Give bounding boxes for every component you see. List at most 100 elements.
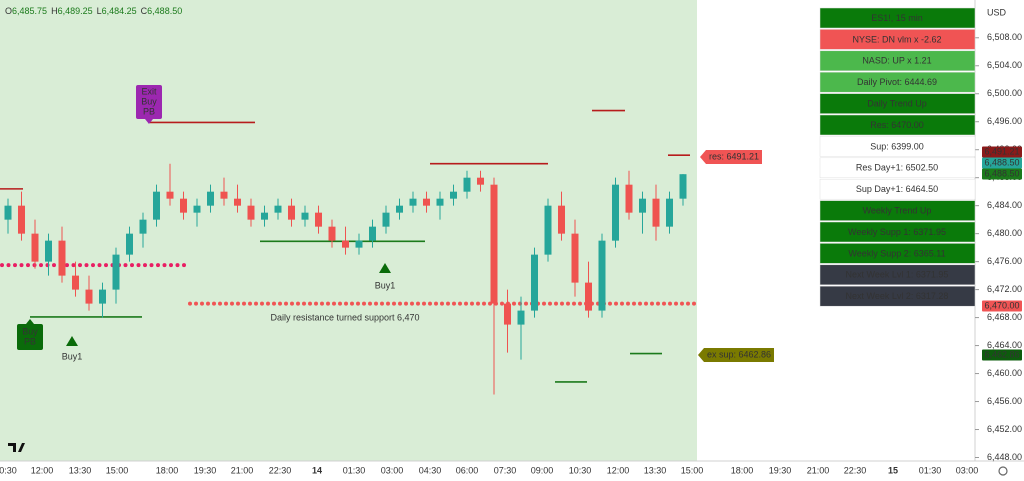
x-tick-label: 12:00 xyxy=(607,465,630,475)
candle-body xyxy=(207,191,214,206)
x-tick-label: 13:30 xyxy=(69,465,92,475)
x-tick-label: 01:30 xyxy=(919,465,942,475)
candle-body xyxy=(112,254,120,290)
y-tick-label: 6,456.00 xyxy=(987,396,1022,406)
y-tick-label: 6,476.00 xyxy=(987,256,1022,266)
x-tick-label: 03:00 xyxy=(956,465,979,475)
x-tick-label: 19:30 xyxy=(769,465,792,475)
candle-body xyxy=(436,198,444,206)
candle-body xyxy=(45,240,52,262)
y-tick-label: 6,464.00 xyxy=(987,340,1022,350)
candle-body xyxy=(679,174,687,199)
candle-body xyxy=(450,191,457,199)
table-cell xyxy=(819,7,976,29)
candle-body xyxy=(180,198,187,213)
candle-body xyxy=(274,205,282,213)
currency-label: USD xyxy=(987,7,1007,17)
price-label: 6,470.00 xyxy=(984,300,1019,310)
table-text: Daily Trend Up xyxy=(867,98,927,108)
candle-body xyxy=(625,184,633,213)
candle-body xyxy=(382,212,390,227)
tv-logo xyxy=(8,443,25,452)
x-tick-label: 21:00 xyxy=(807,465,830,475)
candle-body xyxy=(598,240,606,311)
x-tick-label: 07:30 xyxy=(494,465,517,475)
candle-body xyxy=(193,205,201,213)
buy1-label: Buy1 xyxy=(62,351,83,361)
table-cell xyxy=(819,178,976,200)
price-label: 6,462.86 xyxy=(984,349,1019,359)
table-text: Res Day+1: 6502.50 xyxy=(856,163,938,173)
table-text: Res: 6470.00 xyxy=(870,120,924,130)
table-text: Sup Day+1: 6464.50 xyxy=(856,184,938,194)
candle-body xyxy=(490,184,498,304)
x-tick-label: 21:00 xyxy=(231,465,254,475)
y-tick-label: 6,472.00 xyxy=(987,284,1022,294)
ohlc-header: O6,485.75 H6,489.25 L6,484.25 C6,488.50 xyxy=(5,6,182,16)
buy1-label: Buy1 xyxy=(375,280,396,290)
candle-body xyxy=(72,275,79,290)
candle-body xyxy=(261,212,268,220)
table-cell xyxy=(819,264,976,286)
candle-body xyxy=(423,198,430,206)
settings-icon[interactable] xyxy=(998,466,1008,476)
table-cell xyxy=(819,243,976,264)
ohlc-value: 6,484.25 xyxy=(102,6,137,16)
candle-body xyxy=(4,205,12,220)
y-tick-label: 6,460.00 xyxy=(987,368,1022,378)
x-tick-label: 0:30 xyxy=(0,465,17,475)
session-shade xyxy=(0,0,697,461)
candle-body xyxy=(288,205,295,220)
logo-shape xyxy=(8,443,25,452)
x-tick-label: 22:30 xyxy=(844,465,867,475)
x-tick-label: 13:30 xyxy=(644,465,667,475)
candle-body xyxy=(369,226,376,241)
table-text: Next Week Lvl 1: 6371.95 xyxy=(846,270,949,280)
table-cell xyxy=(819,50,976,72)
candle-body xyxy=(99,289,106,304)
candle-body xyxy=(58,240,66,276)
table-cell xyxy=(819,114,976,136)
table-text: Daily Pivot: 6444.69 xyxy=(857,77,937,87)
candle-body xyxy=(639,198,646,213)
y-tick-label: 6,480.00 xyxy=(987,228,1022,238)
table-cell xyxy=(819,136,976,157)
buy-pb-box xyxy=(17,324,43,350)
candle-body xyxy=(355,240,363,248)
res-label-box xyxy=(700,150,762,164)
ohlc-value: 6,488.50 xyxy=(147,6,182,16)
table-cell xyxy=(819,93,976,114)
candle-body xyxy=(409,198,417,206)
ohlc-value: 6,489.25 xyxy=(58,6,93,16)
x-tick-label: 15 xyxy=(888,465,898,475)
candle-body xyxy=(463,177,471,192)
price-label-box xyxy=(982,300,1022,312)
table-text: ES1!, 15 min xyxy=(871,13,923,23)
x-tick-label: 18:00 xyxy=(156,465,179,475)
x-tick-label: 03:00 xyxy=(381,465,404,475)
buy-arrow xyxy=(379,263,391,273)
buy-pb-text: Buy xyxy=(22,326,38,336)
res-label: res: 6491.21 xyxy=(709,151,759,161)
candle-body xyxy=(517,310,525,325)
table-text: NYSE: DN vlm x -2.62 xyxy=(852,34,941,44)
exit-buy-text: Buy xyxy=(141,96,157,106)
price-label-box xyxy=(982,157,1022,169)
candle-body xyxy=(571,233,579,283)
price-label: 6,488.50 xyxy=(984,168,1019,178)
ohlc-key: O xyxy=(5,6,12,16)
table-cell xyxy=(819,285,976,307)
x-tick-label: 04:30 xyxy=(419,465,442,475)
x-tick-label: 01:30 xyxy=(343,465,366,475)
price-label: 6,488.50 xyxy=(984,157,1019,167)
support-note: Daily resistance turned support 6,470 xyxy=(270,312,419,322)
candle-body xyxy=(652,198,660,227)
candle-body xyxy=(666,198,673,227)
candle-body xyxy=(301,212,309,220)
buy-arrow xyxy=(66,336,78,346)
table-text: Next Week Lvl 2: 6317.28 xyxy=(846,291,949,301)
candle-body xyxy=(531,254,538,311)
exit-buy-text: PB xyxy=(143,106,155,116)
ohlc-key: L xyxy=(97,6,102,16)
